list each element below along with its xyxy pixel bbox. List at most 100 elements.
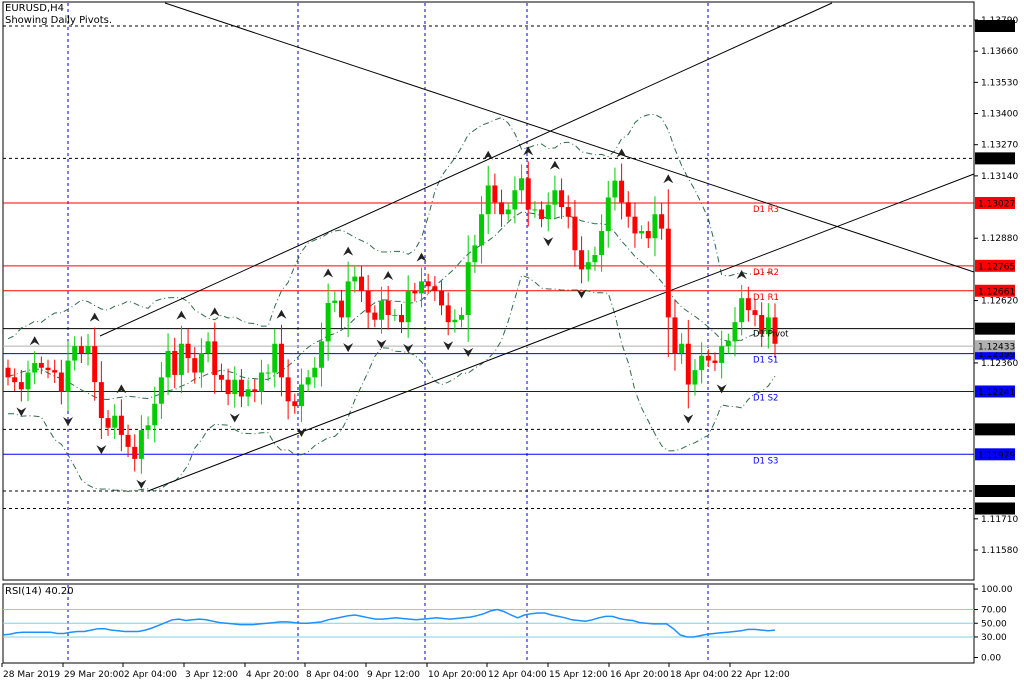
bull-candle (72, 346, 78, 361)
time-tick-label: 9 Apr 12:00 (367, 670, 420, 680)
bull-candle (765, 317, 771, 335)
price-tick-label: 1.12620 (981, 297, 1018, 307)
bull-candle (145, 425, 151, 431)
price-tick-label: 1.13270 (981, 141, 1018, 151)
bull-candle (612, 180, 618, 198)
dotted-level-label: 1.12083 (978, 426, 1015, 436)
bull-candle (512, 190, 518, 210)
bull-candle (332, 300, 338, 303)
time-tick-label: 4 Apr 20:00 (246, 670, 299, 680)
bull-candle (325, 302, 331, 342)
price-tick-label: 1.13530 (981, 78, 1018, 88)
bear-candle (285, 377, 291, 402)
fractal-up-arrow (383, 270, 394, 280)
fractal-up-arrow (616, 148, 627, 158)
channel-lower-line (147, 173, 975, 492)
dotted-level-label-bg (975, 502, 1015, 515)
bear-candle (98, 382, 104, 419)
time-axis: 28 Mar 2019 29 Mar 20:00 2 Apr 04:00 3 Apr … (1, 663, 790, 680)
bull-candle (318, 341, 324, 368)
bull-candle (419, 281, 425, 294)
price-tick-label: 1.11580 (981, 546, 1018, 556)
bull-candle (732, 322, 738, 342)
bear-candle (58, 372, 64, 392)
dotted-level-label: 1.13765 (978, 22, 1015, 32)
bear-candle (385, 300, 391, 315)
bear-candle (772, 317, 778, 344)
bear-candle (745, 298, 751, 311)
fractal-down-arrow (576, 289, 587, 299)
bear-candle (365, 290, 371, 313)
bull-candle (652, 214, 658, 239)
bear-candle (619, 180, 625, 203)
bear-candle (105, 418, 111, 428)
fractal-down-arrow (403, 343, 414, 353)
fractal-arrows (16, 146, 747, 489)
pivot-price-label: 1.12503 (978, 325, 1015, 335)
bear-candle (572, 216, 578, 251)
fractal-down-arrow (136, 479, 147, 489)
bull-candle (352, 276, 358, 282)
bear-candle (358, 276, 364, 291)
fractal-down-arrow (683, 414, 694, 424)
bull-candle (679, 343, 685, 354)
bear-candle (218, 374, 224, 380)
candles (5, 161, 778, 474)
dotted-level-label-bg (975, 152, 1015, 165)
bull-candle (178, 343, 184, 375)
dotted-level-label-bg (975, 19, 1015, 32)
bear-candle (172, 350, 178, 375)
fractal-up-arrow (323, 268, 334, 278)
time-tick-label: 2 Apr 04:00 (124, 670, 177, 680)
time-tick-label: 16 Apr 20:00 (610, 670, 669, 680)
bear-candle (252, 389, 258, 392)
bear-candle (425, 281, 431, 287)
price-tick-label: 1.12880 (981, 234, 1018, 244)
pivot-price-label: 1.12765 (978, 262, 1015, 272)
fractal-down-arrow (229, 413, 240, 423)
bull-candle (25, 372, 31, 390)
price-tick-label: 1.11710 (981, 515, 1018, 525)
fractal-down-arrow (463, 347, 474, 357)
fractal-up-arrow (116, 384, 127, 394)
time-tick-label: 28 Mar 2019 (3, 670, 60, 680)
bear-candle (38, 362, 44, 368)
fractal-down-arrow (543, 237, 554, 247)
bull-candle (245, 389, 251, 397)
bull-candle (152, 403, 158, 426)
channel-upper-line (99, 2, 833, 337)
price-axis-level-labels: 1.13765 1.13213 1.12083 1.11826 1.11753 1.130… (975, 19, 1015, 515)
rsi-tick-label: 100.00 (981, 585, 1013, 595)
bull-candle (452, 319, 458, 323)
bull-candle (312, 367, 318, 378)
bull-candle (719, 346, 725, 363)
rsi-tick-label: 50.00 (981, 619, 1007, 629)
bull-candle (485, 185, 491, 215)
bull-candle (459, 314, 465, 320)
bull-candle (599, 231, 605, 256)
bear-candle (192, 358, 198, 373)
bull-candle (298, 384, 304, 407)
trendlines (99, 2, 975, 492)
pivot-price-label: 1.13027 (978, 199, 1015, 209)
bear-candle (672, 317, 678, 354)
bear-candle (705, 355, 711, 361)
dotted-level-label-bg (975, 485, 1015, 498)
bull-candle (305, 377, 311, 385)
bull-candle (265, 372, 271, 374)
fractal-up-arrow (483, 150, 494, 160)
bull-candle (272, 343, 278, 373)
bear-candle (525, 178, 531, 210)
symbol-label: EURUSD,H4 (5, 3, 65, 14)
current-price-bg (975, 340, 1015, 353)
bear-candle (579, 250, 585, 270)
bear-candle (78, 346, 84, 354)
descending-trendline (164, 2, 975, 273)
rsi-line (2, 608, 776, 638)
bear-candle (238, 379, 244, 397)
pivot-name-label: D1 R2 (753, 268, 779, 278)
bull-candle (158, 377, 164, 404)
fractal-up-arrow (736, 270, 747, 279)
fractal-up-arrow (176, 310, 187, 320)
bear-candle (399, 314, 405, 323)
